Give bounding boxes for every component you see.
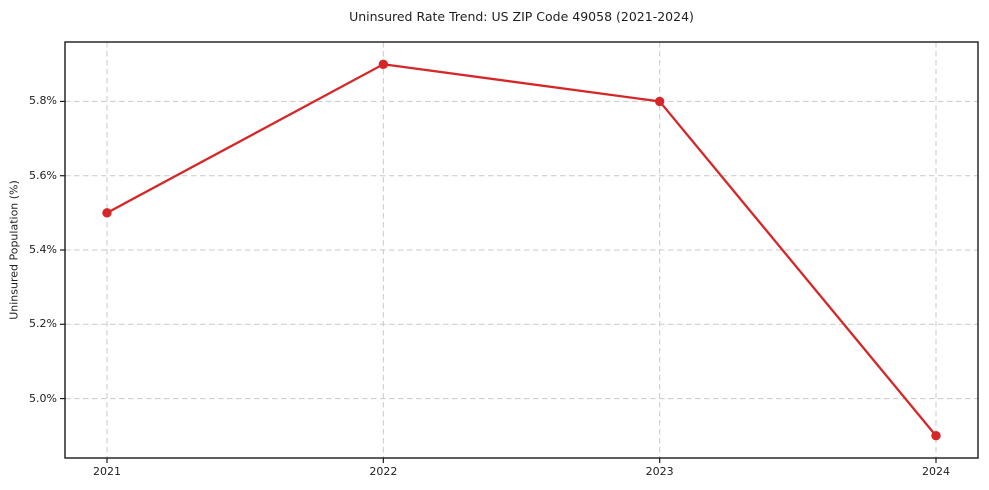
y-tick-label: 5.8% [29, 94, 57, 108]
data-point-marker [931, 431, 941, 441]
trend-line [105, 63, 938, 437]
data-point-marker [654, 96, 665, 107]
y-tick-label: 5.4% [29, 243, 57, 256]
x-tick-label: 2021 [93, 465, 121, 478]
y-tick-label: 5.6% [29, 168, 57, 182]
chart-title: Uninsured Rate Trend: US ZIP Code 49058 … [349, 9, 694, 24]
y-tick-label: 5.0% [29, 391, 57, 405]
y-tick-label: 5.2% [29, 317, 57, 331]
data-point-marker [102, 208, 112, 218]
x-tick-label: 2022 [369, 465, 398, 478]
x-tick-label: 2023 [645, 465, 674, 478]
data-point-marker [378, 59, 389, 69]
x-tick-label: 2024 [922, 465, 950, 478]
plot-frame [64, 41, 979, 459]
